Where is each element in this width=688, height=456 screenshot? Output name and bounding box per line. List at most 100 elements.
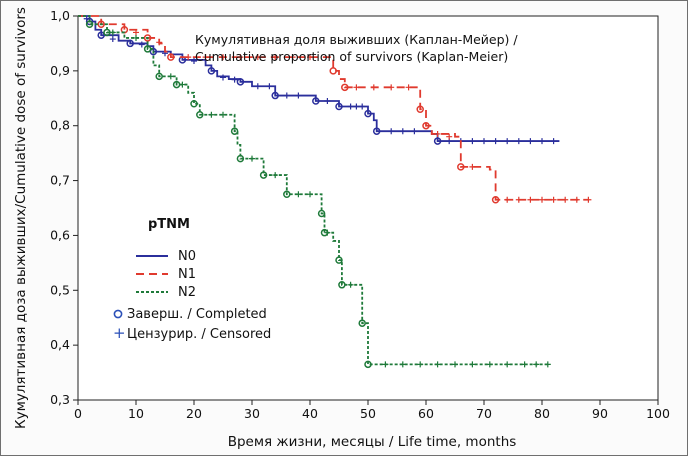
completed-event-marker: [190, 100, 198, 108]
y-tick-label: 0,8: [50, 118, 70, 133]
completed-event-marker: [372, 127, 381, 135]
x-tick-label: 50: [360, 406, 376, 421]
censored-marker: [208, 111, 215, 118]
censored-marker: [272, 54, 279, 61]
completed-event-marker: [149, 47, 158, 56]
completed-event-marker: [338, 281, 346, 289]
censored-marker: [486, 361, 493, 368]
completed-event-marker: [236, 78, 245, 86]
series-n1: [78, 15, 592, 204]
censored-marker: [446, 133, 453, 140]
censored-marker: [434, 361, 441, 368]
censored-marker: [179, 81, 186, 88]
censored-marker: [266, 83, 273, 90]
chart-title-en: Cumulative proportion of survivors (Kapl…: [195, 49, 508, 64]
censored-marker: [527, 138, 534, 145]
censored-marker: [405, 84, 412, 91]
censored-marker: [220, 54, 226, 61]
legend-censored-marker: +: [113, 324, 126, 342]
censored-marker: [133, 29, 139, 36]
censored-marker: [521, 361, 528, 368]
censored-marker: [417, 361, 424, 368]
censored-marker: [249, 155, 255, 162]
censored-marker: [289, 54, 296, 61]
censored-marker: [504, 361, 511, 368]
censored-marker: [283, 92, 290, 99]
censored-marker: [191, 57, 197, 64]
x-tick-label: 20: [186, 406, 202, 421]
legend-title: pTNM: [148, 217, 190, 232]
legend-label-n0: N0: [178, 249, 196, 264]
completed-event-marker: [433, 137, 442, 145]
censored-marker: [399, 128, 406, 135]
x-tick-label: 70: [476, 406, 492, 421]
legend-completed-marker: [113, 309, 123, 319]
completed-event-marker: [85, 20, 94, 28]
censored-marker: [533, 361, 540, 368]
censored-marker: [492, 138, 499, 145]
censored-marker: [220, 111, 226, 118]
censored-marker: [295, 92, 302, 99]
series-n2: [78, 15, 551, 369]
censored-marker: [544, 361, 551, 368]
survival-curve-n1: [78, 15, 589, 201]
censored-marker: [573, 196, 580, 203]
censored-marker: [370, 84, 377, 91]
censored-marker: [539, 196, 545, 203]
censored-marker: [388, 84, 395, 91]
completed-event-marker: [329, 67, 337, 75]
censored-marker: [399, 361, 406, 368]
completed-event-marker: [236, 154, 245, 163]
completed-event-marker: [230, 127, 239, 135]
censored-marker: [504, 196, 511, 203]
x-tick-label: 60: [418, 406, 434, 421]
censored-marker: [167, 73, 174, 80]
completed-event-marker: [312, 97, 320, 105]
censored-marker: [469, 163, 476, 170]
y-tick-label: 0,7: [50, 173, 70, 188]
censored-marker: [353, 84, 360, 91]
survival-curve-n0: [78, 15, 560, 142]
censored-marker: [434, 130, 441, 137]
censored-marker: [452, 361, 458, 368]
completed-event-marker: [341, 83, 349, 92]
censored-marker: [156, 39, 163, 46]
censored-marker: [585, 196, 592, 203]
x-tick-label: 0: [74, 406, 82, 421]
censored-marker: [504, 138, 511, 145]
x-tick-label: 100: [646, 406, 670, 421]
censored-marker: [231, 76, 238, 83]
censored-marker: [307, 54, 313, 61]
censored-marker: [382, 361, 389, 368]
censored-marker: [109, 29, 116, 36]
censored-marker: [562, 196, 569, 203]
censored-marker: [359, 103, 366, 110]
completed-event-marker: [143, 45, 152, 53]
censored-marker: [133, 34, 139, 41]
censored-marker: [347, 281, 354, 288]
censored-marker: [515, 196, 522, 203]
censored-marker: [550, 196, 557, 203]
y-tick-label: 0,4: [50, 337, 70, 352]
legend-censored-label: Цензурир. / Censored: [127, 327, 271, 342]
completed-event-marker: [143, 34, 152, 42]
censored-marker: [138, 41, 145, 48]
completed-event-marker: [155, 72, 163, 81]
completed-event-marker: [422, 121, 430, 130]
censored-marker: [324, 229, 331, 236]
x-tick-label: 10: [128, 406, 144, 421]
completed-event-marker: [97, 31, 105, 39]
completed-event-marker: [335, 102, 343, 111]
censored-marker: [83, 15, 90, 22]
completed-event-marker: [97, 20, 105, 28]
y-tick-label: 1,0: [50, 8, 70, 23]
censored-marker: [515, 138, 522, 145]
censored-marker: [388, 128, 395, 135]
y-axis-label: Кумулятивная доза выживших/Cumulative do…: [13, 7, 29, 429]
completed-event-marker: [491, 196, 500, 204]
censored-marker: [202, 54, 209, 61]
censored-marker: [272, 172, 279, 179]
y-tick-label: 0,5: [50, 282, 70, 297]
censored-marker: [481, 138, 487, 145]
